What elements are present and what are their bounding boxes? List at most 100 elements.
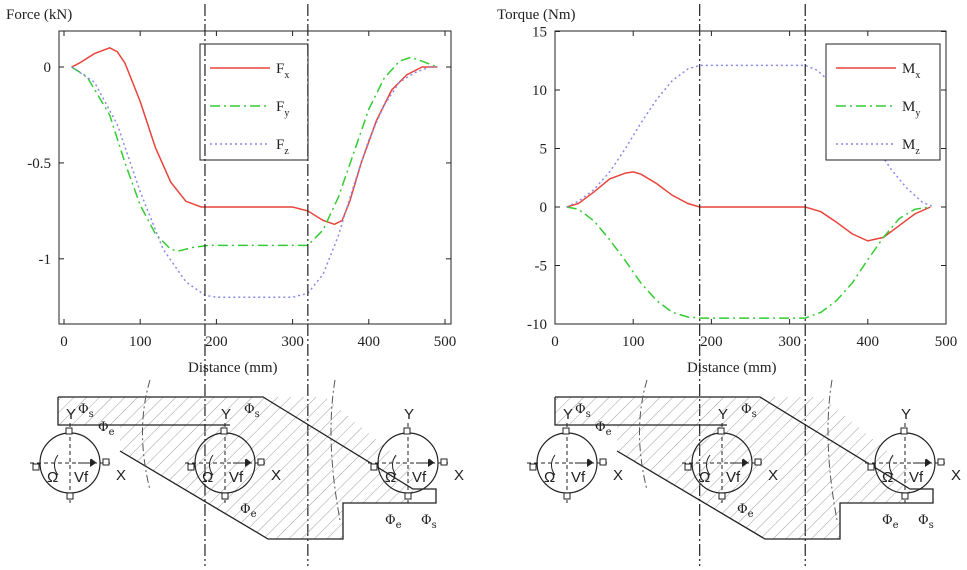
- tool-4-y-label: Y: [563, 406, 573, 423]
- tool-2-marker-2: [187, 463, 195, 471]
- force-legend-subscript: z: [284, 146, 289, 157]
- tool-6-omega-label: Ω: [882, 469, 893, 486]
- tool-5-vf-label: Vf: [726, 469, 741, 486]
- force-xtick-label: 200: [205, 334, 228, 350]
- force-ytick-label: -1: [39, 252, 52, 268]
- tool-3-x-label: X: [454, 467, 464, 484]
- force-series-fx: [71, 46, 438, 226]
- tool-2-y-label: Y: [221, 406, 231, 423]
- phi-e-label-1-subscript: e: [606, 427, 612, 438]
- phi-e-label-3-subscript: e: [893, 520, 899, 531]
- phi-s-label-3-subscript: s: [432, 520, 437, 531]
- tool-3-rotation-arc: [392, 454, 397, 476]
- torque-x-axis-label: Distance (mm): [687, 360, 777, 376]
- force-xtick-label: 500: [434, 334, 457, 350]
- torque-ytick-label: 10: [532, 83, 547, 99]
- phi-e-label-2-subscript: e: [748, 509, 754, 520]
- cut-section-line-1: [142, 379, 151, 491]
- tool-5-x-label: X: [768, 467, 778, 484]
- tool-5-y-label: Y: [718, 406, 728, 423]
- force-ytick-label: -0.5: [27, 156, 51, 172]
- torque-ytick-label: 5: [540, 142, 548, 158]
- torque-legend-subscript: x: [915, 70, 920, 81]
- force-plot-frame: [58, 30, 452, 325]
- tool-3-feed-arrowhead: [428, 459, 434, 467]
- cut-section-line-1: [639, 379, 648, 491]
- tool-2-marker-1: [257, 458, 265, 466]
- tool-5-marker-3: [718, 492, 726, 500]
- phi-s-label-3: Φs: [918, 513, 934, 531]
- tool-1-feed-arrowhead: [90, 459, 96, 467]
- torque-legend-box: [825, 43, 941, 161]
- tool-1-omega-label: Ω: [47, 469, 58, 486]
- force-x-axis-label: Distance (mm): [188, 360, 278, 376]
- tool-2-rotation-arc: [209, 454, 214, 476]
- cut-section-line-2: [330, 379, 341, 521]
- torque-legend-subscript: z: [915, 146, 920, 157]
- force-ytick-label: 0: [44, 60, 52, 76]
- tool-2-feed-arrowhead: [245, 459, 251, 467]
- tool-3-marker-3: [404, 492, 412, 500]
- tool-3-marker-2: [370, 463, 378, 471]
- tool-3-marker-1: [440, 458, 448, 466]
- tool-1-marker-1: [102, 458, 110, 466]
- tool-2-omega-label: Ω: [202, 469, 213, 486]
- force-y-axis-label: Force (kN): [6, 7, 72, 23]
- phi-s-label-2-subscript: s: [752, 409, 757, 420]
- torque-xtick-label: 500: [935, 334, 958, 350]
- tool-6-marker-0: [900, 427, 908, 435]
- cut-section-line-2: [827, 379, 838, 521]
- tool-4-marker-2: [529, 463, 537, 471]
- tool-5-rotation-arc: [706, 454, 711, 476]
- tool-1-marker-0: [65, 427, 73, 435]
- force-series-fz: [71, 66, 438, 298]
- torque-xtick-label: 0: [551, 334, 559, 350]
- tool-4-feed-arrowhead: [587, 459, 593, 467]
- tool-5-marker-0: [717, 427, 725, 435]
- phi-e-label-3-subscript: e: [396, 520, 402, 531]
- phi-e-label-3: Φe: [385, 513, 402, 531]
- tool-6-marker-1: [937, 458, 945, 466]
- torque-y-axis-label: Torque (Nm): [497, 7, 576, 23]
- force-xtick-label: 300: [281, 334, 304, 350]
- tool-6-rotation-arc: [889, 454, 894, 476]
- tool-4-x-label: X: [613, 467, 623, 484]
- tool-4-marker-1: [599, 458, 607, 466]
- force-legend-subscript: x: [284, 70, 289, 81]
- tool-6-feed-arrowhead: [925, 459, 931, 467]
- force-xtick-label: 400: [358, 334, 381, 350]
- force-xtick-label: 0: [60, 334, 68, 350]
- torque-ytick-label: -10: [527, 317, 547, 333]
- tool-3-y-label: Y: [404, 406, 414, 423]
- torque-series-mz: [566, 64, 935, 208]
- tool-5-feed-arrowhead: [742, 459, 748, 467]
- force-series-fy: [71, 56, 438, 252]
- force-xtick-label: 100: [129, 334, 152, 350]
- phi-e-label-3: Φe: [882, 513, 899, 531]
- tool-6-vf-label: Vf: [909, 469, 924, 486]
- tool-1-marker-3: [66, 492, 74, 500]
- torque-series-my: [566, 206, 931, 319]
- torque-plot-frame: [554, 30, 947, 325]
- phi-e-label-2-subscript: e: [251, 509, 257, 520]
- phi-s-label-3: Φs: [421, 513, 437, 531]
- tool-5-marker-1: [754, 458, 762, 466]
- workpiece-hatch: [555, 397, 910, 539]
- torque-xtick-label: 400: [857, 334, 880, 350]
- tool-5-omega-label: Ω: [699, 469, 710, 486]
- tool-6-x-label: X: [951, 467, 961, 484]
- tool-4-marker-0: [562, 427, 570, 435]
- torque-xtick-label: 100: [622, 334, 645, 350]
- tool-3-marker-0: [403, 427, 411, 435]
- tool-2-vf-label: Vf: [229, 469, 244, 486]
- tool-1-marker-2: [32, 463, 40, 471]
- torque-legend-subscript: y: [915, 108, 920, 119]
- tool-2-marker-3: [221, 492, 229, 500]
